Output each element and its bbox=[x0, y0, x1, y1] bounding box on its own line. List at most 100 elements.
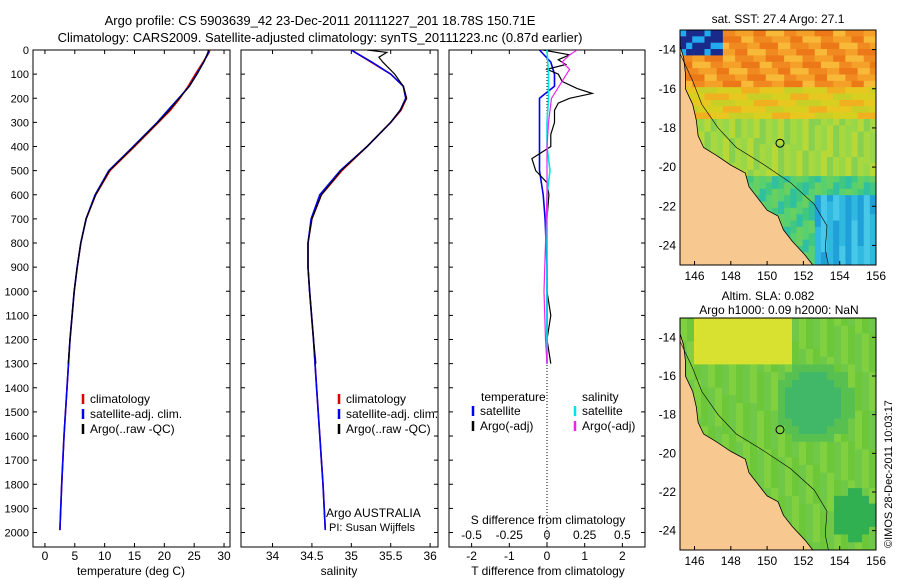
sla-cell bbox=[792, 426, 800, 435]
sla-cell bbox=[813, 503, 821, 512]
sst-cell bbox=[802, 176, 810, 184]
sst-cell bbox=[790, 55, 797, 63]
sst-cell bbox=[814, 245, 822, 253]
sla-cell bbox=[750, 410, 758, 420]
pi-label: PI: Susan Wijffels bbox=[329, 522, 415, 534]
sla-cell bbox=[820, 341, 828, 350]
sst-cell bbox=[753, 68, 761, 76]
sst-cell bbox=[790, 93, 797, 101]
sla-cell bbox=[855, 356, 863, 365]
map-lon-label: 148 bbox=[721, 269, 741, 283]
sla-cell bbox=[848, 372, 856, 381]
sst-cell bbox=[765, 87, 773, 95]
sst-cell bbox=[710, 36, 718, 44]
salinity-xlabel: salinity bbox=[321, 564, 358, 578]
sst-cell bbox=[820, 157, 828, 164]
sla-cell bbox=[848, 511, 856, 520]
depth-tick-label: 300 bbox=[11, 117, 29, 129]
sst-cell bbox=[686, 61, 693, 69]
sst-cell bbox=[686, 68, 693, 76]
sst-cell bbox=[686, 49, 693, 56]
sst-cell bbox=[851, 182, 859, 190]
difference-legend-label: Argo(-adj) bbox=[582, 419, 635, 433]
sla-cell bbox=[827, 341, 835, 350]
sst-cell bbox=[839, 201, 846, 209]
sst-cell bbox=[796, 176, 804, 184]
sst-cell bbox=[753, 80, 761, 88]
s-difference-tick-label: -0.5 bbox=[461, 528, 482, 542]
sst-cell bbox=[814, 68, 822, 76]
sla-cell bbox=[708, 379, 716, 389]
sst-cell bbox=[796, 30, 804, 37]
sst-cell bbox=[857, 131, 865, 139]
sla-cell bbox=[715, 387, 723, 396]
sla-cell bbox=[701, 333, 709, 342]
sla-cell bbox=[736, 449, 744, 458]
sst-cell bbox=[778, 131, 785, 139]
sla-cell bbox=[855, 503, 863, 512]
sla-cell bbox=[855, 511, 863, 520]
sst-cell bbox=[759, 80, 767, 88]
sla-cell bbox=[841, 495, 849, 505]
sst-cell bbox=[857, 245, 865, 253]
sla-cell bbox=[848, 472, 856, 481]
sst-cell bbox=[851, 176, 859, 184]
legend-header-temperature: temperature bbox=[481, 390, 546, 404]
sla-cell bbox=[715, 348, 723, 358]
temperature-xtick-label: 30 bbox=[217, 549, 231, 563]
s-difference-tick-label: 0.25 bbox=[573, 528, 597, 542]
sla-cell bbox=[792, 457, 800, 466]
sst-cell bbox=[771, 106, 779, 114]
sla-cell bbox=[813, 348, 821, 358]
sst-cell bbox=[808, 245, 816, 253]
sst-cell bbox=[839, 220, 846, 228]
sst-cell bbox=[778, 176, 785, 184]
sla-cell bbox=[764, 488, 772, 497]
sla-cell bbox=[834, 372, 842, 381]
sst-cell bbox=[710, 144, 718, 152]
sst-cell bbox=[747, 99, 755, 107]
sla-cell bbox=[764, 341, 772, 350]
sla-cell bbox=[792, 519, 800, 528]
sla-cell bbox=[820, 318, 828, 327]
sst-cell bbox=[814, 252, 822, 260]
sst-cell bbox=[716, 125, 724, 133]
sla-cell bbox=[813, 526, 821, 536]
sst-cell bbox=[722, 49, 730, 56]
sla-map-frame bbox=[679, 317, 877, 551]
sst-cell bbox=[814, 214, 822, 222]
sst-cell bbox=[820, 207, 828, 215]
sst-cell bbox=[869, 239, 876, 247]
sst-cell bbox=[802, 220, 810, 228]
sst-cell bbox=[869, 233, 876, 241]
sst-cell bbox=[778, 49, 785, 56]
map-lat-label: -18 bbox=[659, 408, 677, 422]
sst-cell bbox=[869, 226, 876, 234]
sla-cell bbox=[764, 348, 772, 358]
sst-cell bbox=[784, 87, 791, 95]
sla-cell bbox=[820, 472, 828, 481]
sst-cell bbox=[753, 169, 761, 177]
sst-cell bbox=[845, 176, 853, 184]
sst-cell bbox=[839, 188, 846, 196]
sst-cell bbox=[735, 99, 742, 107]
sla-cell bbox=[827, 503, 835, 512]
sst-cell bbox=[741, 74, 748, 82]
sst-cell bbox=[741, 93, 748, 101]
sla-cell bbox=[778, 434, 786, 443]
sla-cell bbox=[785, 495, 793, 505]
sla-cell bbox=[778, 495, 786, 505]
sla-cell bbox=[757, 372, 765, 381]
sla-cell bbox=[722, 333, 730, 342]
sst-cell bbox=[790, 137, 797, 145]
sst-cell bbox=[839, 61, 846, 69]
sla-cell bbox=[715, 325, 723, 335]
sst-cell bbox=[845, 220, 853, 228]
sst-cell bbox=[857, 188, 865, 196]
sst-cell bbox=[802, 226, 810, 234]
sst-cell bbox=[808, 201, 816, 209]
map-lat-label: -16 bbox=[659, 82, 677, 96]
sst-cell bbox=[698, 99, 706, 107]
sst-cell bbox=[820, 201, 828, 209]
sst-cell bbox=[778, 80, 785, 88]
